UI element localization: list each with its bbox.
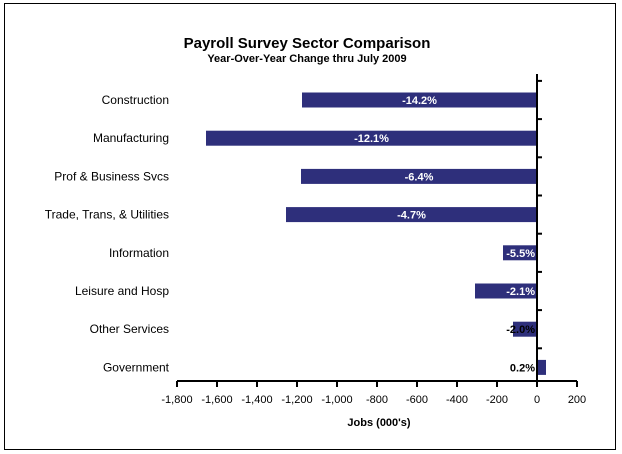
category-label-manufacturing: Manufacturing xyxy=(93,131,169,145)
x-tick-label: -200 xyxy=(486,394,508,406)
data-label-construction: -14.2% xyxy=(402,95,437,107)
x-tick-label: -1,800 xyxy=(161,394,192,406)
bar-trade-trans-utilities xyxy=(286,207,537,223)
bar-information xyxy=(503,245,537,261)
data-label-government: 0.2% xyxy=(510,362,535,374)
bar-manufacturing xyxy=(206,130,537,146)
x-tick-label: -1,600 xyxy=(201,394,232,406)
bar-leisure-and-hosp xyxy=(475,283,537,299)
payroll-sector-bar-chart: Payroll Survey Sector Comparison Year-Ov… xyxy=(45,35,586,429)
data-label-leisure-and-hosp: -2.1% xyxy=(506,286,535,298)
data-label-prof-business-svcs: -6.4% xyxy=(405,171,434,183)
x-axis-title: Jobs (000's) xyxy=(347,417,410,429)
bar-construction xyxy=(302,92,537,108)
chart-title: Payroll Survey Sector Comparison xyxy=(184,35,431,52)
category-labels: Construction Manufacturing Prof & Business… xyxy=(45,93,170,374)
category-label-prof-business-svcs: Prof & Business Svcs xyxy=(54,169,169,183)
data-label-information: -5.5% xyxy=(506,248,535,260)
x-tick-label: -1,200 xyxy=(281,394,312,406)
x-tick-label: 200 xyxy=(568,394,586,406)
x-tick-label: -400 xyxy=(446,394,468,406)
data-labels: -14.2% -12.1% -6.4% -4.7% -5.5% -2.1% -2.0% 0.2… xyxy=(354,95,535,374)
chart-frame: Payroll Survey Sector Comparison Year-Ov… xyxy=(4,3,616,450)
x-tick-label: -1,000 xyxy=(321,394,352,406)
x-tick-label: -600 xyxy=(406,394,428,406)
data-label-trade-trans-utilities: -4.7% xyxy=(397,210,426,222)
category-label-construction: Construction xyxy=(102,93,169,107)
category-label-trade-trans-utilities: Trade, Trans, & Utilities xyxy=(45,208,169,222)
x-tick-label: -1,400 xyxy=(241,394,272,406)
category-label-information: Information xyxy=(109,246,169,260)
y-axis xyxy=(536,74,542,381)
x-tick-label: -800 xyxy=(366,394,388,406)
chart-subtitle: Year-Over-Year Change thru July 2009 xyxy=(207,53,406,65)
bar-government xyxy=(537,359,546,375)
bar-prof-business-svcs xyxy=(301,168,537,184)
data-label-manufacturing: -12.1% xyxy=(354,133,389,145)
data-label-other-services: -2.0% xyxy=(506,324,535,336)
x-tick-label: 0 xyxy=(534,394,540,406)
category-label-leisure-and-hosp: Leisure and Hosp xyxy=(75,284,169,298)
bars xyxy=(206,92,546,375)
bar-other-services xyxy=(513,321,537,337)
x-axis: -1,800 -1,600 -1,400 -1,200 -1,000 -800 -600 -4… xyxy=(161,380,586,406)
category-label-other-services: Other Services xyxy=(90,322,169,336)
category-label-government: Government xyxy=(103,360,170,374)
